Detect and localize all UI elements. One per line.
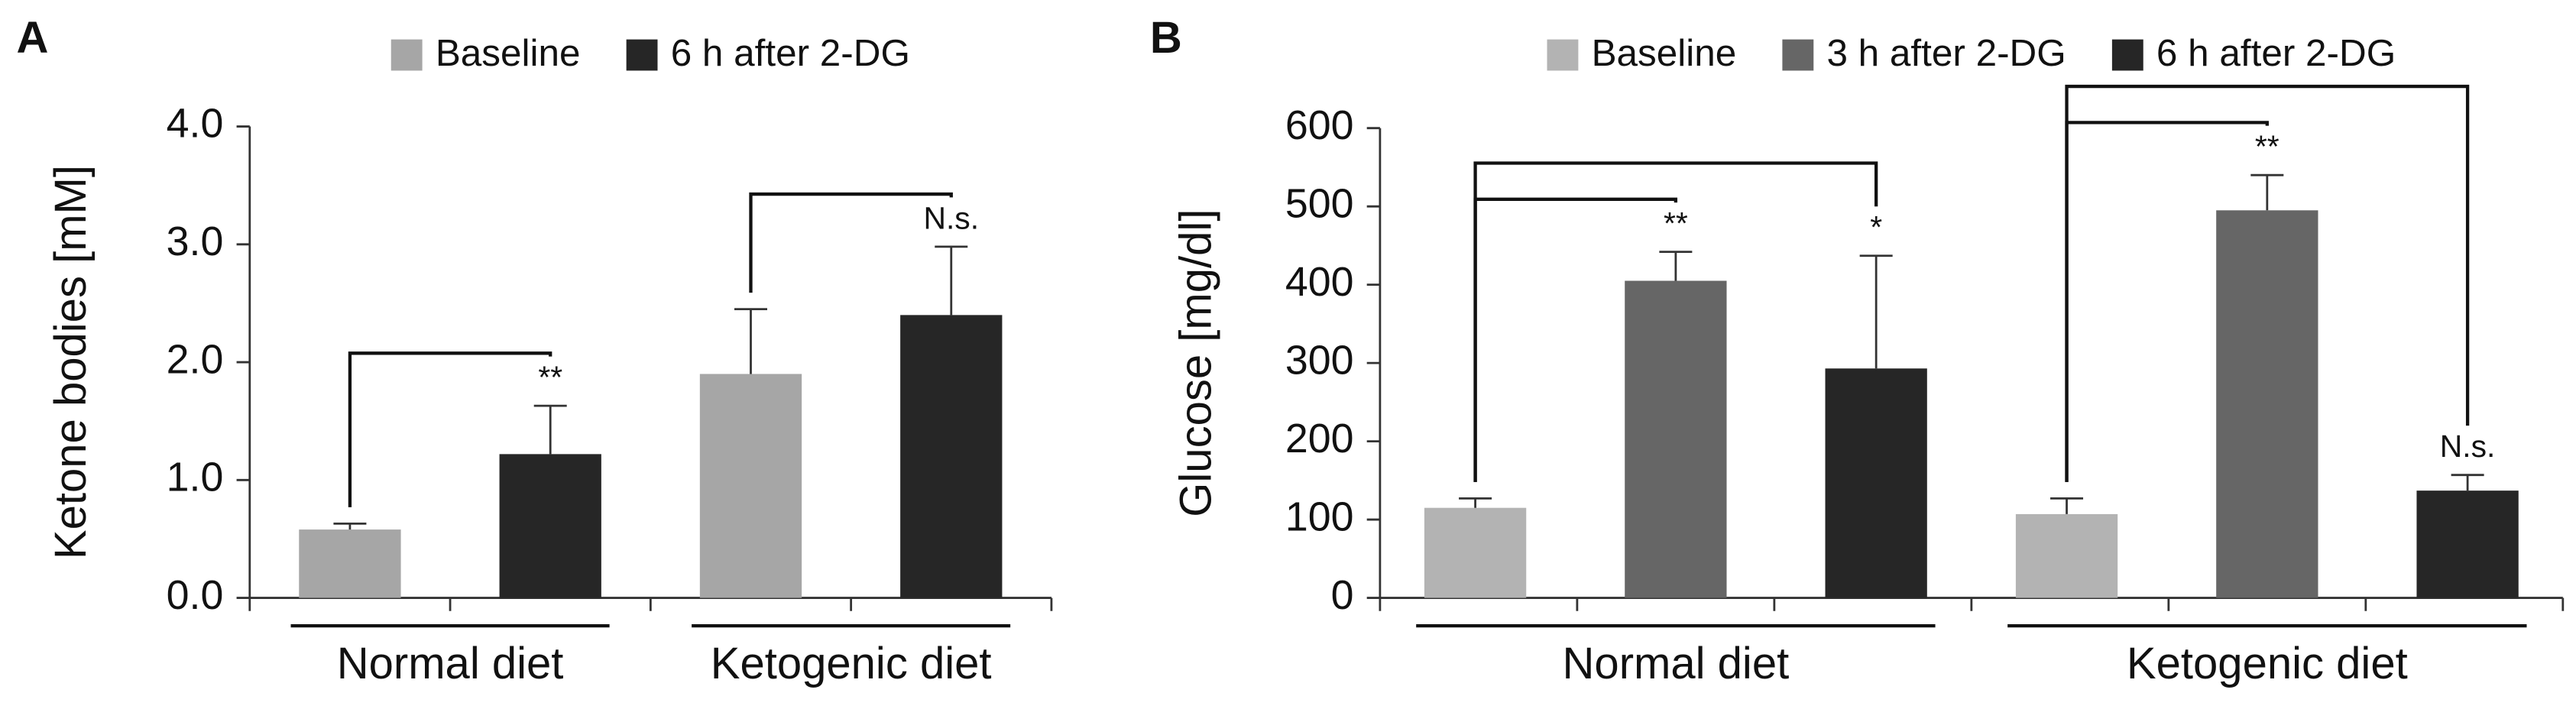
x-tick-label: Normal diet [337,639,564,688]
error-bar [734,308,767,374]
error-bar [2451,474,2484,491]
legend-label: Baseline [436,32,581,74]
bracket [348,351,552,507]
bar [1625,280,1727,598]
error-bar [333,522,367,530]
bar [499,454,601,598]
legend-swatch [1782,39,1814,71]
bar [2015,513,2118,598]
y-tick-label: 2.0 [167,336,224,382]
y-tick-label: 500 [1285,180,1354,226]
bar [1424,507,1527,598]
bracket [2065,84,2470,482]
bar [699,374,802,598]
y-tick-label: 300 [1285,337,1354,383]
legend-label: 6 h after 2-DG [671,32,910,74]
y-tick-label: 100 [1285,494,1354,539]
bar [900,315,1003,598]
y-tick-label: 4.0 [167,101,224,147]
significance-label: * [1870,209,1882,244]
bar [2416,490,2519,598]
significance-label: ** [2255,129,2280,164]
y-tick-label: 200 [1285,416,1354,461]
y-axis-title: Ketone bodies [mM] [46,165,96,559]
legend-swatch [2111,39,2143,71]
error-bar [2050,497,2084,514]
bar [299,529,401,598]
panel-label: B [1150,13,1182,63]
x-tick-label: Normal diet [1563,639,1790,688]
x-tick-label: Ketogenic diet [2127,639,2408,688]
error-bar [1859,254,1893,369]
significance-label: N.s. [923,200,979,235]
legend-label: 3 h after 2-DG [1826,32,2066,74]
bar [2216,210,2318,598]
y-tick-label: 1.0 [167,455,224,500]
y-axis-title: Glucose [mg/dl] [1171,209,1221,517]
y-tick-label: 3.0 [167,219,224,264]
y-tick-label: 0.0 [167,572,224,618]
y-tick-label: 400 [1285,259,1354,305]
error-bar [533,404,567,455]
x-tick-label: Ketogenic diet [711,639,992,688]
bar [1825,368,1927,598]
bracket [749,192,953,293]
legend-swatch [626,39,658,71]
bracket [1473,161,1878,482]
error-bar [1659,251,1693,281]
significance-label: ** [538,360,562,395]
significance-label: N.s. [2440,429,2496,464]
legend-label: Baseline [1592,32,1737,74]
y-tick-label: 0 [1331,572,1354,618]
significance-label: ** [1664,206,1688,241]
legend-swatch [390,39,423,71]
legend-label: 6 h after 2-DG [2156,32,2396,74]
panel-label: A [16,13,48,63]
y-tick-label: 600 [1285,102,1354,148]
error-bar [935,245,968,316]
error-bar [1459,497,1492,508]
legend-swatch [1547,39,1579,71]
error-bar [2250,173,2284,211]
